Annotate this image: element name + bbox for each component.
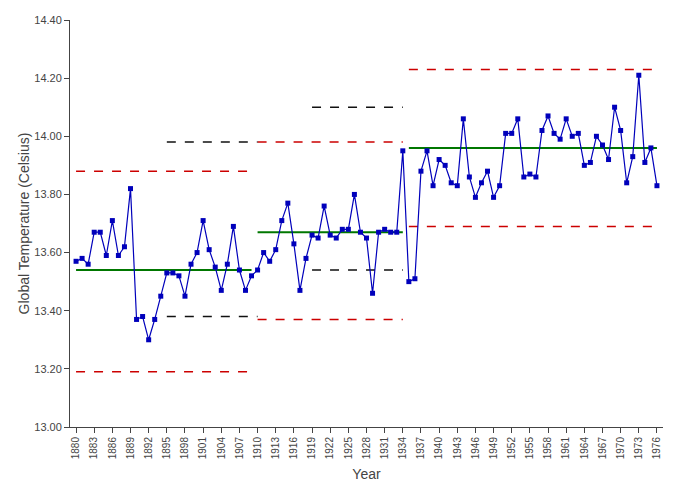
svg-text:1943: 1943	[452, 437, 463, 460]
svg-text:1880: 1880	[70, 437, 81, 460]
svg-text:1904: 1904	[216, 437, 227, 460]
svg-text:1895: 1895	[161, 437, 172, 460]
svg-text:1916: 1916	[288, 437, 299, 460]
svg-text:13.40: 13.40	[34, 305, 62, 317]
svg-text:1967: 1967	[597, 437, 608, 460]
svg-text:14.00: 14.00	[34, 130, 62, 142]
svg-text:1910: 1910	[252, 437, 263, 460]
svg-text:1898: 1898	[179, 437, 190, 460]
svg-text:13.80: 13.80	[34, 188, 62, 200]
svg-text:1907: 1907	[234, 437, 245, 460]
svg-text:1922: 1922	[324, 437, 335, 460]
svg-text:1949: 1949	[488, 437, 499, 460]
svg-text:1901: 1901	[197, 437, 208, 460]
svg-text:1970: 1970	[615, 437, 626, 460]
svg-text:1919: 1919	[306, 437, 317, 460]
svg-text:14.20: 14.20	[34, 72, 62, 84]
svg-text:1946: 1946	[470, 437, 481, 460]
svg-text:1952: 1952	[506, 437, 517, 460]
svg-text:1928: 1928	[361, 437, 372, 460]
svg-text:1958: 1958	[542, 437, 553, 460]
svg-text:13.60: 13.60	[34, 246, 62, 258]
svg-text:1934: 1934	[397, 437, 408, 460]
svg-text:1886: 1886	[107, 437, 118, 460]
svg-text:1973: 1973	[633, 437, 644, 460]
svg-text:1913: 1913	[270, 437, 281, 460]
svg-text:1925: 1925	[343, 437, 354, 460]
svg-text:1940: 1940	[433, 437, 444, 460]
svg-text:13.00: 13.00	[34, 421, 62, 433]
svg-text:13.20: 13.20	[34, 363, 62, 375]
svg-text:1955: 1955	[524, 437, 535, 460]
svg-text:1931: 1931	[379, 437, 390, 460]
svg-text:1883: 1883	[88, 437, 99, 460]
svg-text:14.40: 14.40	[34, 14, 62, 26]
svg-text:1976: 1976	[651, 437, 662, 460]
svg-text:Year: Year	[352, 466, 381, 482]
svg-text:1961: 1961	[560, 437, 571, 460]
svg-text:1889: 1889	[125, 437, 136, 460]
svg-text:Global Temperature (Celsius): Global Temperature (Celsius)	[16, 133, 32, 315]
svg-text:1964: 1964	[579, 437, 590, 460]
svg-text:1937: 1937	[415, 437, 426, 460]
svg-text:1892: 1892	[143, 437, 154, 460]
